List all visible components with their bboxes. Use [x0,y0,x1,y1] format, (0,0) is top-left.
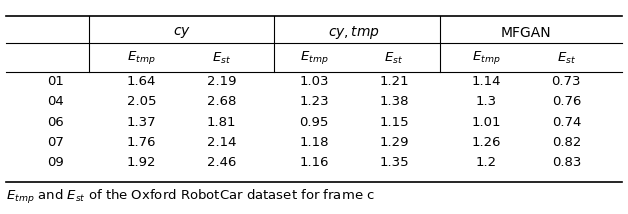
Text: 2.68: 2.68 [207,95,236,108]
Text: 1.64: 1.64 [127,75,156,88]
Text: 1.35: 1.35 [379,156,409,169]
Text: 1.14: 1.14 [472,75,501,88]
Text: $cy$: $cy$ [173,25,191,40]
Text: 1.29: 1.29 [379,136,409,149]
Text: 1.2: 1.2 [476,156,497,169]
Text: 1.81: 1.81 [207,116,236,129]
Text: 0.83: 0.83 [551,156,581,169]
Text: 1.38: 1.38 [379,95,409,108]
Text: 1.23: 1.23 [299,95,329,108]
Text: $E_{tmp}$: $E_{tmp}$ [300,49,328,67]
Text: $E_{st}$: $E_{st}$ [212,51,231,65]
Text: 1.3: 1.3 [476,95,497,108]
Text: 09: 09 [47,156,64,169]
Text: $E_{st}$: $E_{st}$ [557,51,576,65]
Text: 1.01: 1.01 [472,116,501,129]
Text: 1.37: 1.37 [127,116,156,129]
Text: 0.95: 0.95 [300,116,328,129]
Text: MFGAN: MFGAN [501,26,551,40]
Text: 2.19: 2.19 [207,75,236,88]
Text: $E_{tmp}$ and $E_{st}$ of the Oxford RobotCar dataset for frame c: $E_{tmp}$ and $E_{st}$ of the Oxford Rob… [6,189,375,207]
Text: 04: 04 [47,95,64,108]
Text: 06: 06 [47,116,64,129]
Text: 0.73: 0.73 [551,75,581,88]
Text: 1.18: 1.18 [300,136,328,149]
Text: 01: 01 [47,75,64,88]
Text: 2.14: 2.14 [207,136,236,149]
Text: 0.82: 0.82 [551,136,581,149]
Text: $E_{st}$: $E_{st}$ [384,51,404,65]
Text: $E_{tmp}$: $E_{tmp}$ [472,49,501,67]
Text: 1.16: 1.16 [300,156,328,169]
Text: 1.92: 1.92 [127,156,156,169]
Text: 0.74: 0.74 [551,116,581,129]
Text: $cy, tmp$: $cy, tmp$ [328,24,380,41]
Text: 2.46: 2.46 [207,156,236,169]
Text: 1.76: 1.76 [127,136,156,149]
Text: $E_{tmp}$: $E_{tmp}$ [127,49,156,67]
Text: 1.21: 1.21 [379,75,409,88]
Text: 1.15: 1.15 [379,116,409,129]
Text: 1.03: 1.03 [300,75,328,88]
Text: 07: 07 [47,136,64,149]
Text: 2.05: 2.05 [127,95,156,108]
Text: 0.76: 0.76 [551,95,581,108]
Text: 1.26: 1.26 [472,136,501,149]
